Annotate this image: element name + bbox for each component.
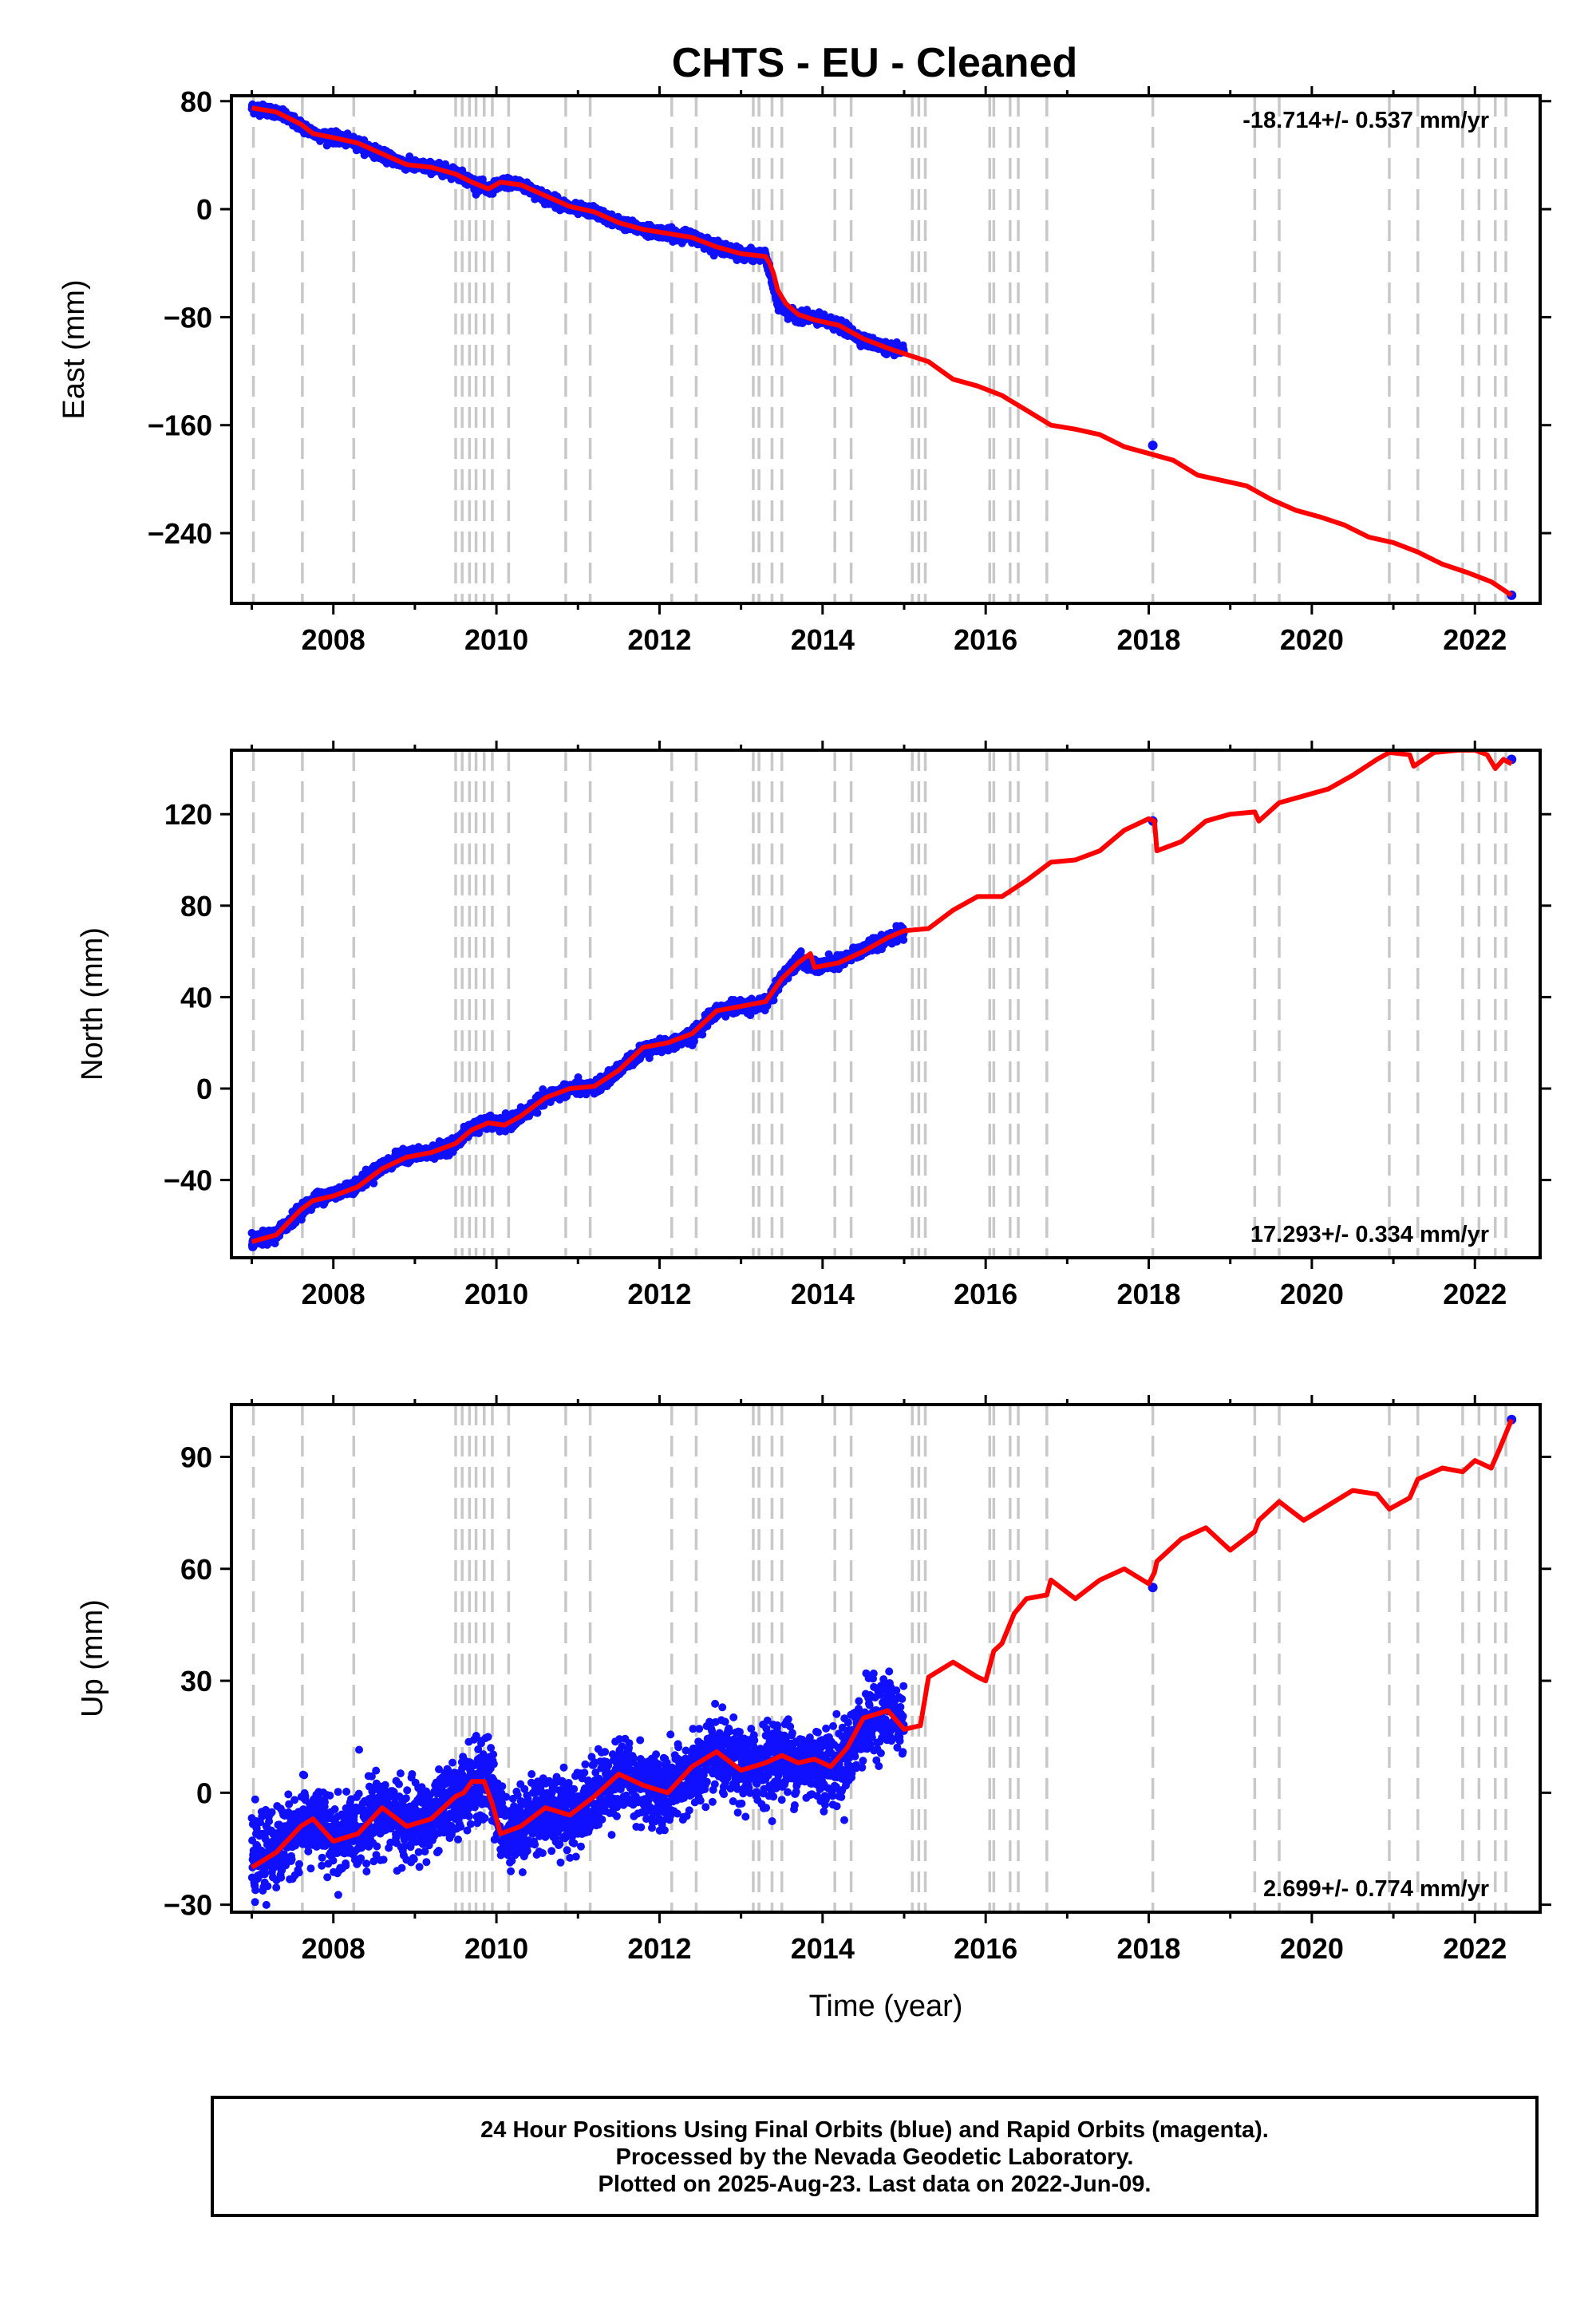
east-xtick-label-4: 2016 <box>954 623 1017 656</box>
east-xtick-label-3: 2014 <box>791 623 855 656</box>
east-velocity-annotation: -18.714+/- 0.537 mm/yr <box>1242 108 1489 133</box>
east-xtick-label-2: 2012 <box>627 623 691 656</box>
east-ytick-label-4: −240 <box>148 517 212 550</box>
east-ytick-label-0: 80 <box>180 85 212 118</box>
east-y-axis-label: East (mm) <box>57 279 91 419</box>
east-data-points <box>247 100 1517 600</box>
east-plot-area <box>247 96 1517 603</box>
east-ytick-label-3: −160 <box>148 409 212 442</box>
north-data-point-1331 <box>533 1109 542 1117</box>
figure-title: CHTS - EU - Cleaned <box>672 40 1078 86</box>
east-model-fit-line <box>251 105 1513 598</box>
east-xtick-label-1: 2010 <box>464 623 528 656</box>
east-frame <box>230 94 1542 605</box>
east-panel: 2008 2010 2012 2014 2016 2018 2020 2022 80 0 −80 −1… <box>57 85 1551 656</box>
east-data-point-3040 <box>1148 441 1158 451</box>
east-xtick-label-7: 2022 <box>1443 623 1507 656</box>
east-ytick-label-2: −80 <box>164 301 212 334</box>
north-panel: 2008 2010 2012 2014 2016 2018 2020 202212080400… <box>76 741 1551 1310</box>
north-data-point-1521 <box>574 1073 583 1081</box>
east-ytick-label-1: 0 <box>196 193 212 226</box>
north-plot-area <box>247 750 1517 1258</box>
east-xtick-label-0: 2008 <box>302 623 365 656</box>
north-data-point-568 <box>369 1179 378 1188</box>
east-xtick-label-5: 2018 <box>1116 623 1180 656</box>
east-xtick-label-6: 2020 <box>1280 623 1344 656</box>
north-data-points <box>247 754 1517 1251</box>
